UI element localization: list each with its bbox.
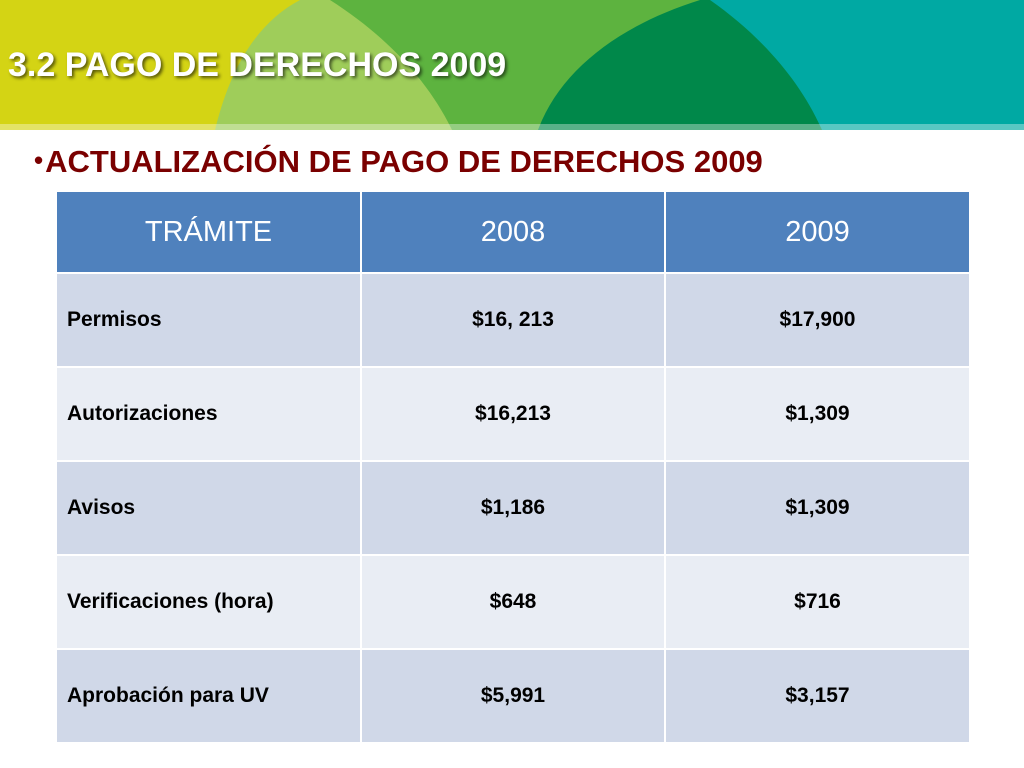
value-2008: $16, 213 [360,272,666,368]
slide-title: 3.2 PAGO DE DERECHOS 2009 [8,46,507,84]
row-label: Verificaciones (hora) [55,554,362,650]
row-label: Avisos [55,460,362,556]
subtitle: •ACTUALIZACIÓN DE PAGO DE DERECHOS 2009 [34,144,763,180]
row-label: Autorizaciones [55,366,362,462]
value-2009: $1,309 [664,460,971,556]
banner-graphic [0,0,1024,130]
header-2008: 2008 [360,190,666,274]
value-2009: $3,157 [664,648,971,744]
value-2009: $17,900 [664,272,971,368]
table-header-row: TRÁMITE 2008 2009 [55,190,971,274]
header-tramite: TRÁMITE [55,190,362,274]
value-2009: $716 [664,554,971,650]
value-2008: $648 [360,554,666,650]
fees-table: TRÁMITE 2008 2009 Permisos $16, 213 $17,… [55,190,971,744]
table-row: Aprobación para UV $5,991 $3,157 [55,648,971,744]
header-banner [0,0,1024,130]
table-row: Avisos $1,186 $1,309 [55,460,971,556]
subtitle-text: ACTUALIZACIÓN DE PAGO DE DERECHOS 2009 [45,144,763,179]
bullet-icon: • [34,145,44,175]
table-row: Permisos $16, 213 $17,900 [55,272,971,368]
value-2009: $1,309 [664,366,971,462]
row-label: Permisos [55,272,362,368]
value-2008: $16,213 [360,366,666,462]
table-row: Verificaciones (hora) $648 $716 [55,554,971,650]
row-label: Aprobación para UV [55,648,362,744]
value-2008: $5,991 [360,648,666,744]
table-row: Autorizaciones $16,213 $1,309 [55,366,971,462]
value-2008: $1,186 [360,460,666,556]
header-2009: 2009 [664,190,971,274]
